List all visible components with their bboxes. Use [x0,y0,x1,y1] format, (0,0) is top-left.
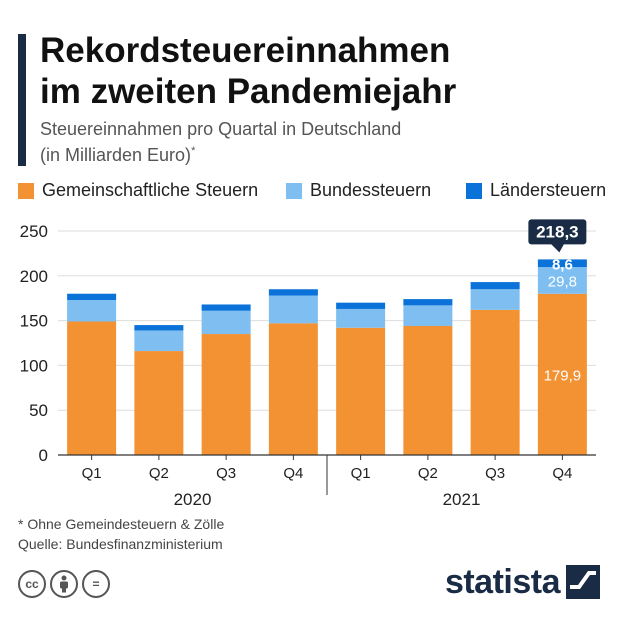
data-label-laendersteuern: 8,6 [552,256,573,273]
cc-icon: cc [18,570,46,598]
y-tick-label-250: 250 [20,222,48,241]
bar-2021-q4-laendersteuern [537,259,587,268]
legend-label-bundessteuern: Bundessteuern [310,180,432,200]
bar-2021-q4-bundessteuern [537,267,587,294]
x-tick-label-2020-q4: Q4 [283,465,303,482]
y-tick-label-200: 200 [20,267,48,286]
footnote-text: * Ohne Gemeindesteuern & Zölle [18,516,225,532]
y-tick-label-100: 100 [20,356,48,375]
total-callout-label: 218,3 [536,222,579,241]
nd-icon: = [82,570,110,598]
stacked-bar-chart: 0 50 100 150 200 250 Q1 Q2 Q3 Q4 Q1 Q2 Q3 Q4 2020 2021 1… [20,219,596,505]
legend-swatch-gemeinschaftliche-steuern [18,182,34,199]
statista-logo[interactable]: statista [445,562,600,602]
y-tick-label-50: 50 [29,401,48,420]
subtitle-line-1: Steuereinnahmen pro Quartal in Deutschla… [40,119,402,139]
total-callout-box [528,219,587,245]
x-tick-label-2021-q3: Q3 [485,465,505,482]
data-label-gemeinschaftliche-steuern: 179,9 [544,367,582,384]
chart-footnote: * Ohne Gemeindesteuern & Zölle Quelle: B… [18,514,224,554]
license-icons: cc = [18,570,110,598]
year-label-2020: 2020 [174,490,212,505]
bar-2021-q4-gemeinschaftliche-steuern [537,293,587,455]
bar-2021-q2-laendersteuern [403,299,453,306]
bar-2020-q1-gemeinschaftliche-steuern [67,321,117,455]
x-tick-label-2021-q1: Q1 [351,465,371,482]
x-tick-label-2020-q3: Q3 [216,465,236,482]
bar-2021-q1-gemeinschaftliche-steuern [336,327,386,455]
bar-2020-q1-bundessteuern [67,299,117,322]
bar-2020-q4-bundessteuern [268,295,318,324]
y-tick-label-150: 150 [20,312,48,331]
bar-2021-q2-gemeinschaftliche-steuern [403,325,453,455]
chart-title: Rekordsteuereinnahmen im zweiten Pandemi… [40,30,600,112]
bar-2021-q1-bundessteuern [336,308,386,328]
statista-mark-icon [566,565,600,599]
bar-2020-q4-laendersteuern [268,289,318,296]
bar-2020-q2-bundessteuern [134,330,184,352]
bar-2020-q2-gemeinschaftliche-steuern [134,351,184,455]
chart-title-line-1: Rekordsteuereinnahmen [40,31,451,70]
bar-2021-q3-bundessteuern [470,289,520,310]
legend-item-bundessteuern: Bundessteuern [286,180,431,201]
bar-2020-q2-laendersteuern [134,325,184,331]
legend-swatch-bundessteuern [286,182,302,199]
bar-2020-q3-laendersteuern [201,304,251,311]
legend-swatch-laendersteuern [466,182,482,199]
bar-2020-q3-gemeinschaftliche-steuern [201,334,251,455]
legend-label-gemeinschaftliche-steuern: Gemeinschaftliche Steuern [42,180,259,200]
x-tick-label-2020-q2: Q2 [149,465,169,482]
legend-item-gemeinschaftliche-steuern: Gemeinschaftliche Steuern [18,180,258,201]
chart-title-line-2: im zweiten Pandemiejahr [40,72,457,111]
chart-subtitle: Steuereinnahmen pro Quartal in Deutschla… [40,118,600,166]
data-label-bundessteuern: 29,8 [548,273,577,290]
bar-2021-q2-bundessteuern [403,305,453,326]
bar-2021-q3-laendersteuern [470,282,520,290]
by-icon [50,570,78,598]
legend-item-laendersteuern: Ländersteuern [466,180,606,201]
title-accent-bar [18,34,26,166]
brand-wordmark: statista [444,563,561,601]
footnote-marker: * [191,145,196,157]
x-tick-label-2021-q4: Q4 [552,465,572,482]
source-text: Quelle: Bundesfinanzministerium [18,536,223,552]
bar-2020-q3-bundessteuern [201,310,251,335]
subtitle-line-2: (in Milliarden Euro) [40,145,192,165]
bar-2021-q1-laendersteuern [336,302,386,309]
x-tick-label-2021-q2: Q2 [418,465,438,482]
bar-2020-q1-laendersteuern [67,293,117,300]
total-callout-pointer [550,243,565,253]
y-tick-label-0: 0 [39,446,48,465]
chart-legend: Gemeinschaftliche Steuern Bundessteuern … [18,180,608,204]
bar-2020-q4-gemeinschaftliche-steuern [268,323,318,455]
year-label-2021: 2021 [443,490,481,505]
legend-label-laendersteuern: Ländersteuern [490,180,607,200]
x-tick-label-2020-q1: Q1 [82,465,102,482]
bar-2021-q3-gemeinschaftliche-steuern [470,309,520,455]
